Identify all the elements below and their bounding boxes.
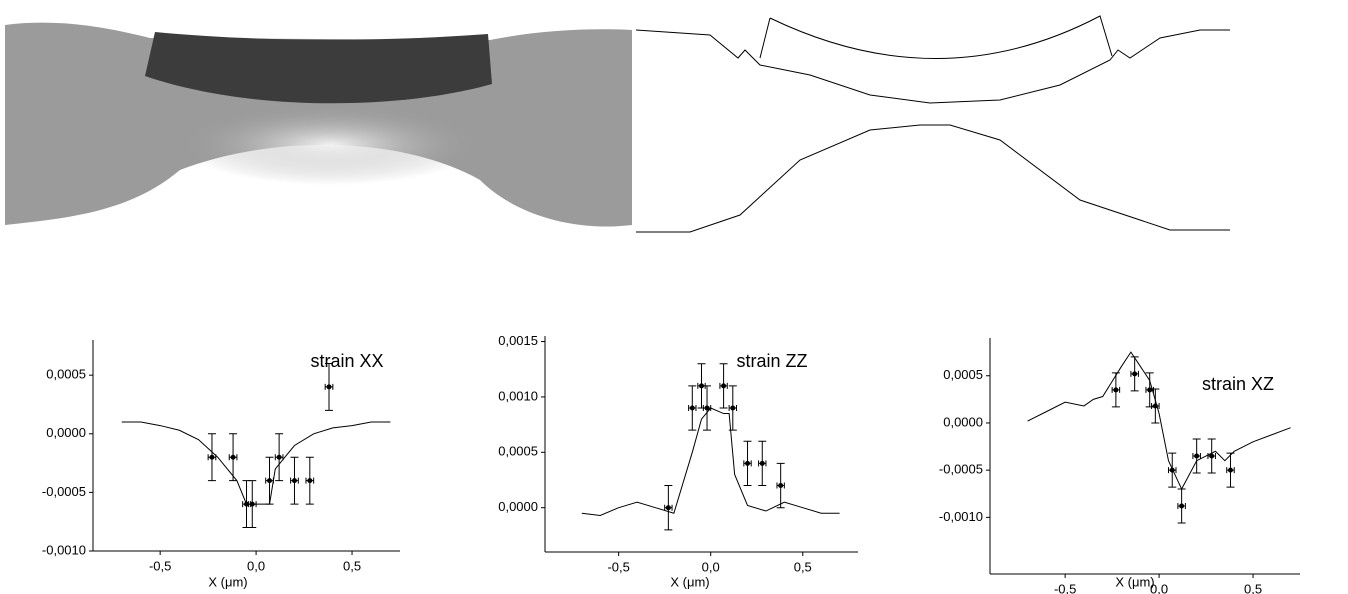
- outline: [636, 125, 1230, 232]
- data-point: [705, 406, 710, 411]
- data-point: [760, 461, 765, 466]
- data-point: [307, 478, 312, 483]
- data-point: [1113, 387, 1118, 392]
- x-axis-label: X (μm): [670, 574, 709, 589]
- simulation-line: [122, 422, 391, 504]
- chart-title: strain XX: [310, 351, 383, 371]
- data-point: [745, 461, 750, 466]
- x-tick-label: 0,5: [794, 559, 812, 574]
- outline: [636, 30, 1230, 103]
- simulation-line: [582, 408, 840, 515]
- y-tick-label: -0,0010: [42, 542, 86, 557]
- data-point: [1153, 403, 1158, 408]
- data-point: [327, 384, 332, 389]
- data-point: [1170, 468, 1175, 473]
- y-tick-label: 0,0000: [498, 499, 538, 514]
- data-point: [292, 478, 297, 483]
- x-tick-label: 0,0: [702, 559, 720, 574]
- y-tick-label: 0,0000: [943, 414, 983, 429]
- y-tick-label: -0,0005: [42, 484, 86, 499]
- plot: 0,0000 0,0005 0,0010 0,0015 -0,5 0,0 0,5 strain…: [498, 333, 858, 589]
- data-point: [1132, 371, 1137, 376]
- x-axis-label: X (μm): [208, 574, 247, 589]
- data-point: [209, 455, 214, 460]
- y-tick-label: 0,0005: [498, 444, 538, 459]
- data-point: [690, 406, 695, 411]
- y-tick-label: 0,0000: [46, 425, 86, 440]
- x-tick-label: -0,5: [607, 559, 629, 574]
- x-tick-label: 0,0: [247, 558, 265, 573]
- y-tick-label: -0,0010: [939, 509, 983, 524]
- y-tick-label: 0,0010: [498, 388, 538, 403]
- chart-title: strain XZ: [1202, 374, 1274, 394]
- data-point: [1209, 454, 1214, 459]
- data-point: [1228, 468, 1233, 473]
- data-point: [1147, 387, 1152, 392]
- x-tick-label: 0,5: [1244, 581, 1262, 594]
- data-point: [1194, 454, 1199, 459]
- data-point: [250, 502, 255, 507]
- simulation-line: [1028, 352, 1291, 489]
- data-point: [1179, 504, 1184, 509]
- outline: [760, 16, 1112, 59]
- y-tick-label: -0,0005: [939, 462, 983, 477]
- data-point: [267, 478, 272, 483]
- micrograph: [5, 23, 632, 227]
- figure: -0,0010 -0,0005 0,0000 0,0005 -0,5 0,0 0,5 stra…: [0, 0, 1348, 594]
- data-point: [666, 505, 671, 510]
- y-tick-label: 0,0005: [943, 367, 983, 382]
- y-tick-label: 0,0015: [498, 333, 538, 348]
- data-point: [730, 406, 735, 411]
- data-point: [277, 455, 282, 460]
- x-tick-label: -0,5: [1054, 581, 1076, 594]
- x-tick-label: 0,5: [343, 558, 361, 573]
- outline-diagram: [636, 16, 1230, 232]
- x-axis-label: X (μm): [1115, 574, 1154, 589]
- plot: -0,0010 -0,0005 0,0000 0,0005 -0,5 0,0 0,5 stra…: [42, 340, 400, 589]
- chart-title: strain ZZ: [736, 351, 807, 371]
- data-point: [721, 383, 726, 388]
- x-tick-label: -0,5: [149, 558, 171, 573]
- figure-canvas: -0,0010 -0,0005 0,0000 0,0005 -0,5 0,0 0,5 stra…: [0, 0, 1348, 594]
- bright-region: [180, 105, 480, 185]
- data-point: [231, 455, 236, 460]
- y-tick-label: 0,0005: [46, 367, 86, 382]
- data-point: [778, 483, 783, 488]
